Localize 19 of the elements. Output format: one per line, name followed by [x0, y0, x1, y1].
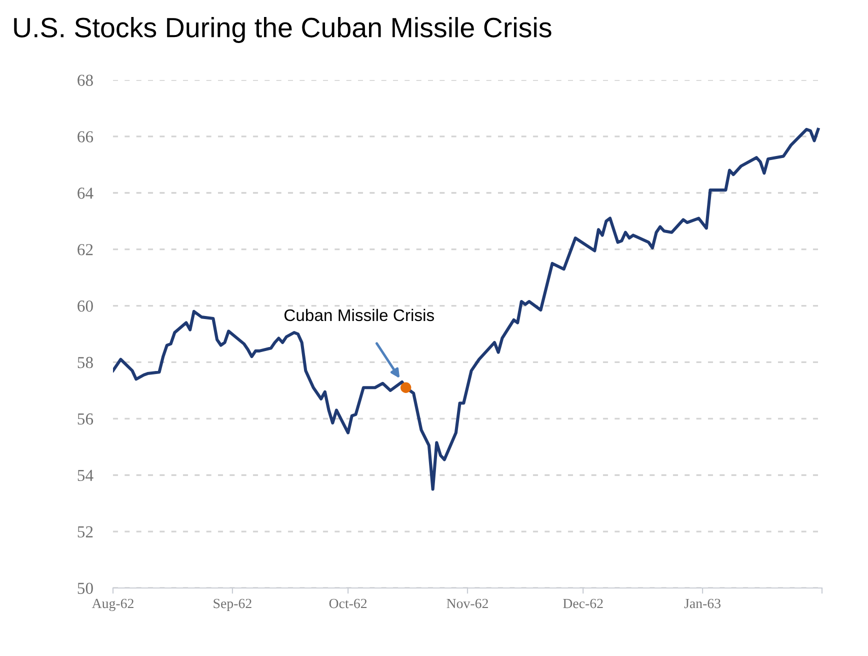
- x-tick-label: Jan-63: [684, 598, 721, 608]
- y-tick-label: 62: [78, 244, 93, 256]
- y-tick-label: 60: [78, 300, 93, 312]
- y-tick-label: 64: [78, 188, 94, 199]
- x-tick-label: Sep-62: [214, 598, 252, 612]
- y-tick-label: 54: [78, 470, 94, 482]
- x-tick-label: Dec-62: [563, 598, 603, 608]
- x-tick-label: Aug-62: [92, 598, 134, 612]
- y-tick-label: 58: [78, 356, 93, 368]
- line-series: [113, 128, 820, 491]
- x-tick-label: Nov-62: [446, 598, 488, 608]
- y-tick-label: 68: [78, 74, 93, 86]
- y-tick-label: 52: [78, 526, 93, 538]
- y-tick-label: 50: [78, 582, 93, 594]
- y-tick-label: 66: [78, 131, 94, 142]
- chart-title: U.S. Stocks During the Cuban Missile Crisis: [14, 17, 552, 43]
- annotation: Cuban Missile Crisis: [284, 308, 434, 322]
- y-tick-label: 56: [78, 413, 94, 425]
- x-tick-label: Oct-62: [329, 598, 367, 608]
